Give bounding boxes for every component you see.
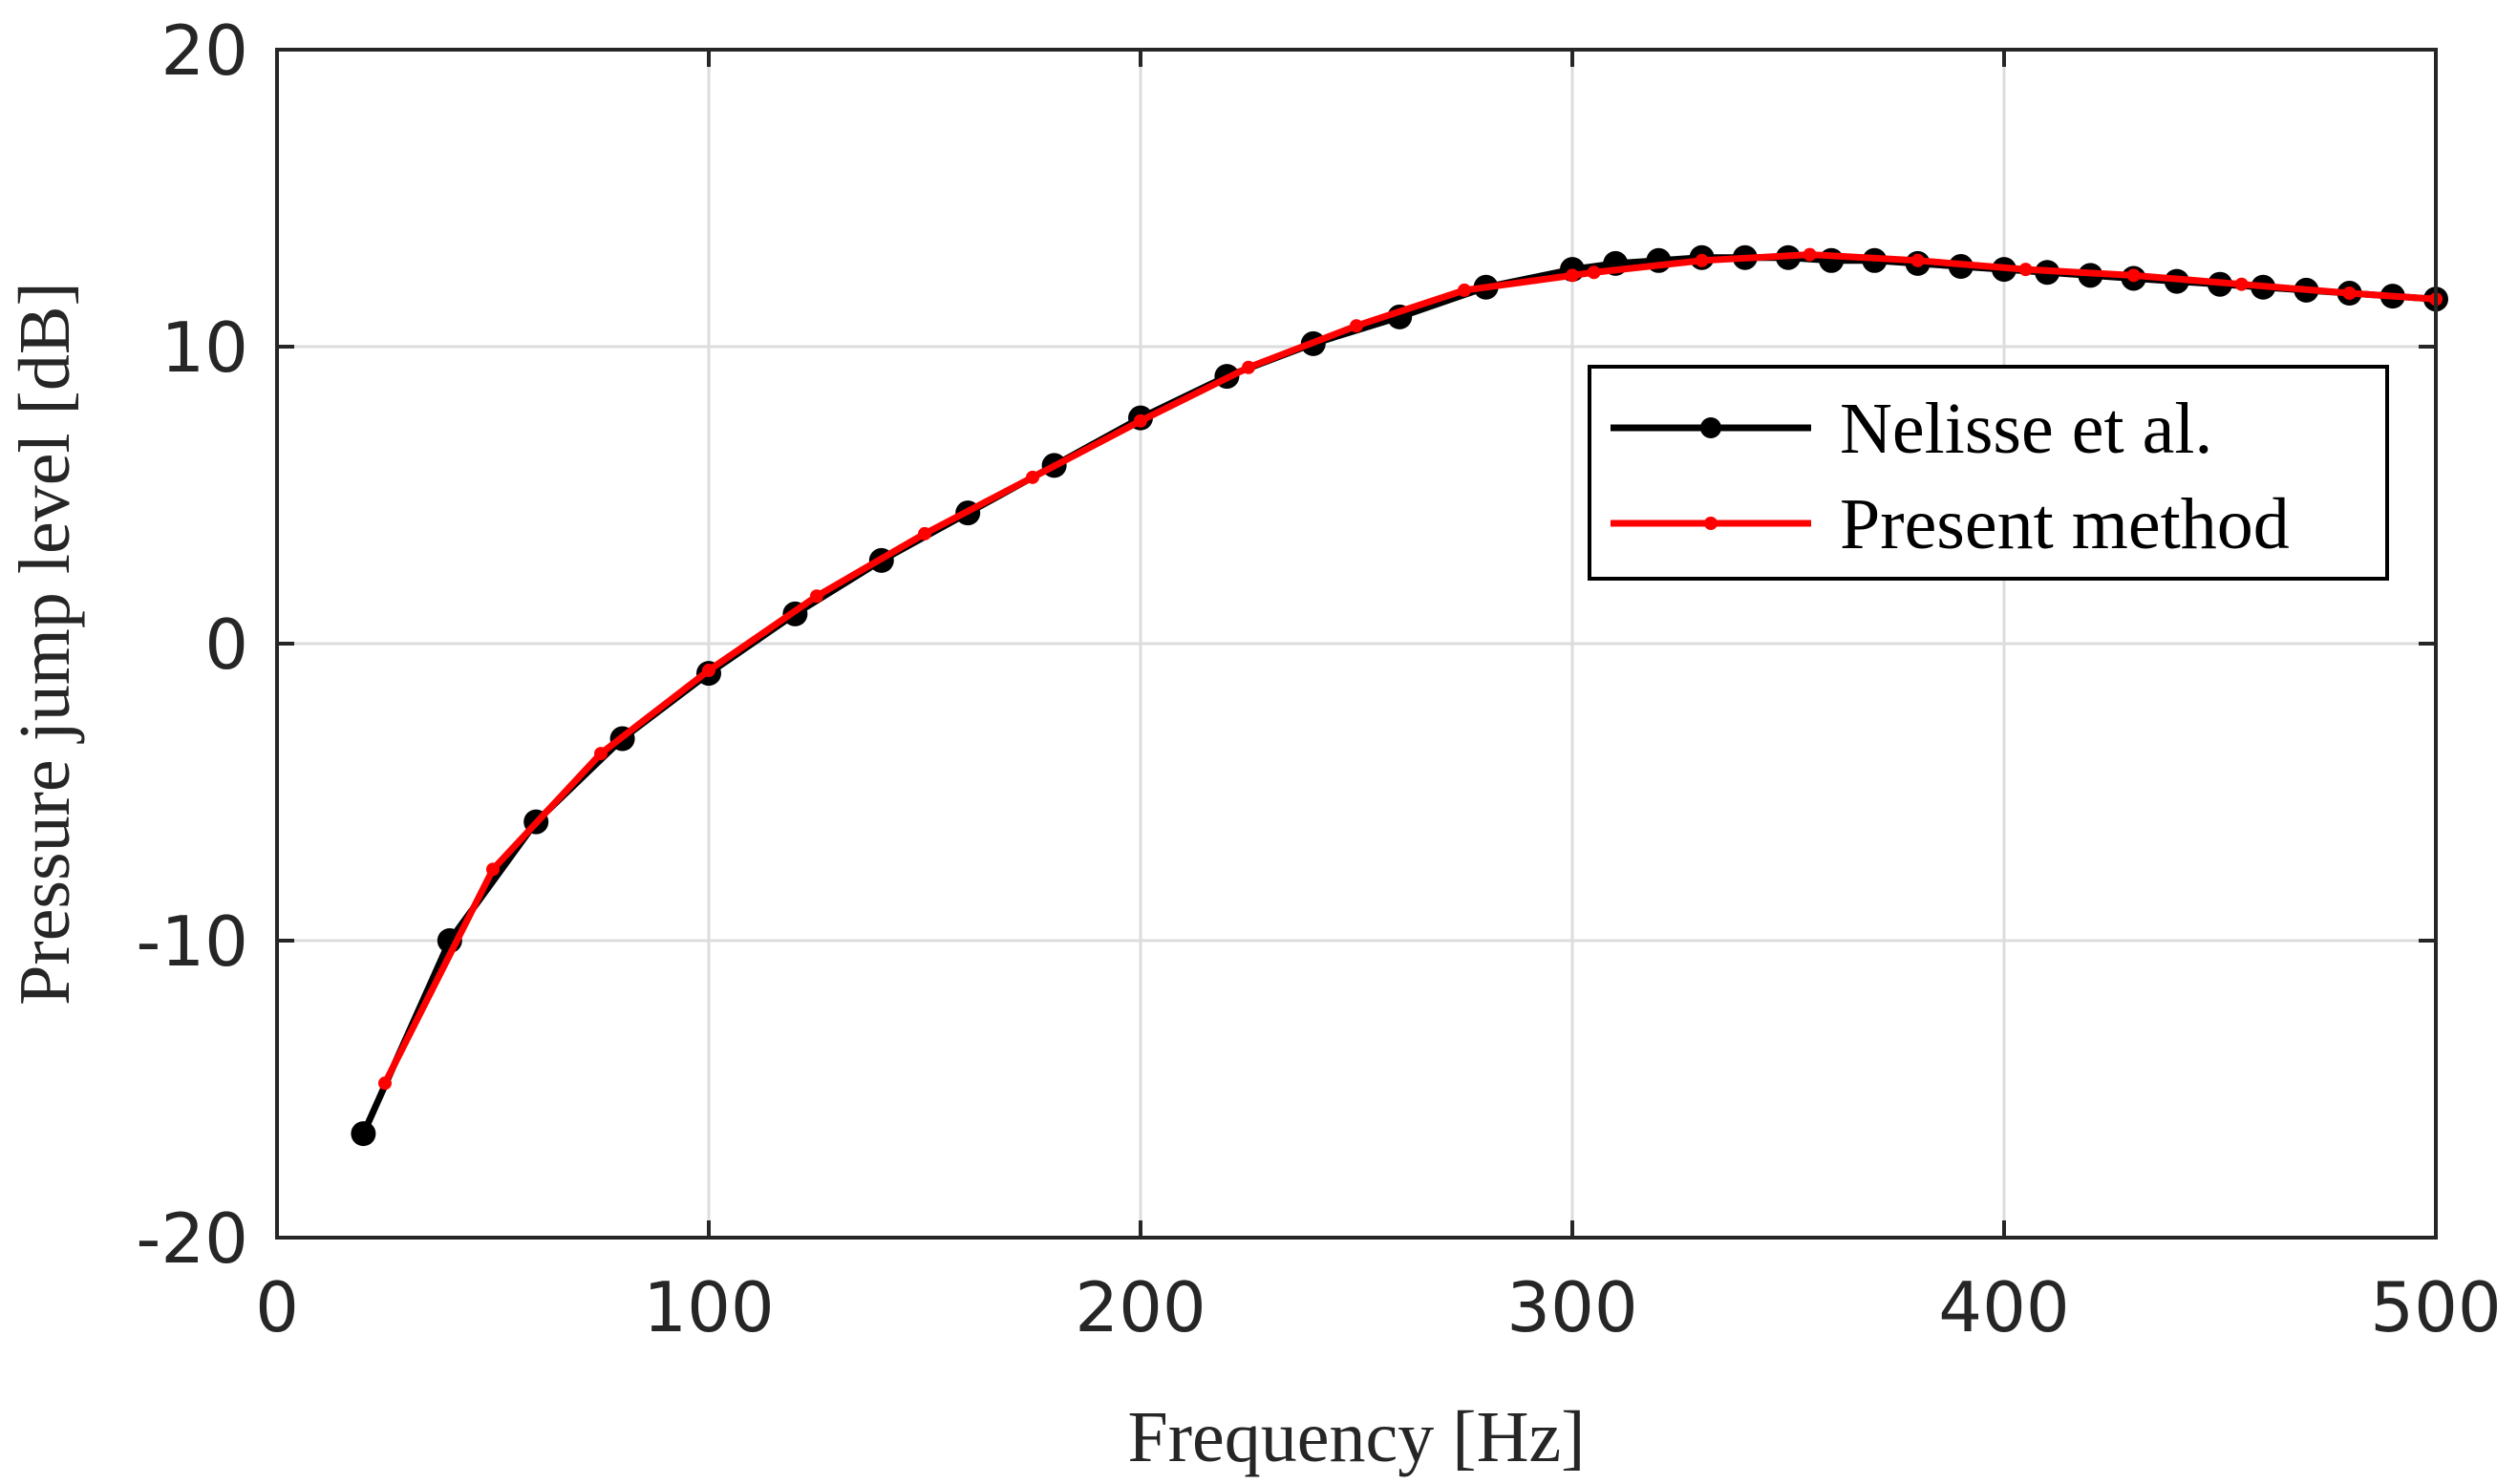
series-1	[378, 247, 2443, 1091]
data-point-0-0	[351, 1121, 376, 1147]
x-tick-label-0: 0	[255, 1267, 299, 1347]
tick-labels: 0 100 200 300 400 500 -20 -10 0 10 20	[136, 11, 2501, 1347]
x-tick-label-4: 400	[1938, 1267, 2069, 1347]
legend-marker-present-method	[1704, 517, 1718, 530]
data-point-1-13	[1695, 253, 1709, 267]
data-point-1-15	[1910, 253, 1925, 267]
data-point-1-0	[378, 1076, 392, 1091]
data-point-1-3	[702, 663, 715, 677]
data-point-1-16	[2018, 263, 2033, 277]
legend: Nelisse et al. Present method	[1588, 365, 2389, 581]
data-point-1-7	[1134, 413, 1147, 428]
data-point-1-4	[810, 589, 823, 604]
data-point-1-12	[1587, 265, 1601, 280]
data-point-1-10	[1458, 283, 1471, 297]
x-axis-title: Frequency [Hz]	[1127, 1397, 1585, 1477]
grid-lines	[277, 50, 2436, 1238]
legend-label-present-method: Present method	[1840, 484, 2290, 564]
data-point-1-9	[1350, 319, 1363, 333]
legend-box	[1588, 365, 2389, 581]
data-point-1-14	[1803, 247, 1817, 262]
y-tick-label-1: -10	[136, 901, 248, 982]
data-point-1-8	[1242, 360, 1255, 374]
ticks	[275, 48, 2438, 1240]
data-point-1-5	[918, 526, 931, 541]
data-point-1-6	[1026, 470, 1039, 484]
x-tick-label-2: 200	[1075, 1267, 1206, 1347]
y-tick-label-2: 0	[204, 604, 248, 685]
x-tick-label-3: 300	[1506, 1267, 1637, 1347]
data-point-1-2	[594, 747, 608, 761]
data-point-1-1	[486, 862, 500, 877]
y-tick-label-3: 10	[160, 307, 248, 388]
legend-label-nelisse: Nelisse et al.	[1840, 389, 2212, 469]
y-tick-label-4: 20	[160, 11, 248, 91]
y-axis-title: Pressure jump level [dB]	[5, 282, 85, 1006]
data-point-1-18	[2234, 277, 2249, 291]
y-tick-label-0: -20	[136, 1198, 248, 1279]
data-point-1-19	[2342, 286, 2357, 301]
legend-marker-nelisse	[1700, 417, 1721, 438]
data-point-1-17	[2126, 268, 2141, 283]
data-point-0-20	[1819, 247, 1845, 273]
x-tick-label-5: 500	[2370, 1267, 2501, 1347]
data-point-1-11	[1566, 268, 1579, 283]
x-tick-label-1: 100	[643, 1267, 774, 1347]
series-layer	[351, 244, 2448, 1147]
